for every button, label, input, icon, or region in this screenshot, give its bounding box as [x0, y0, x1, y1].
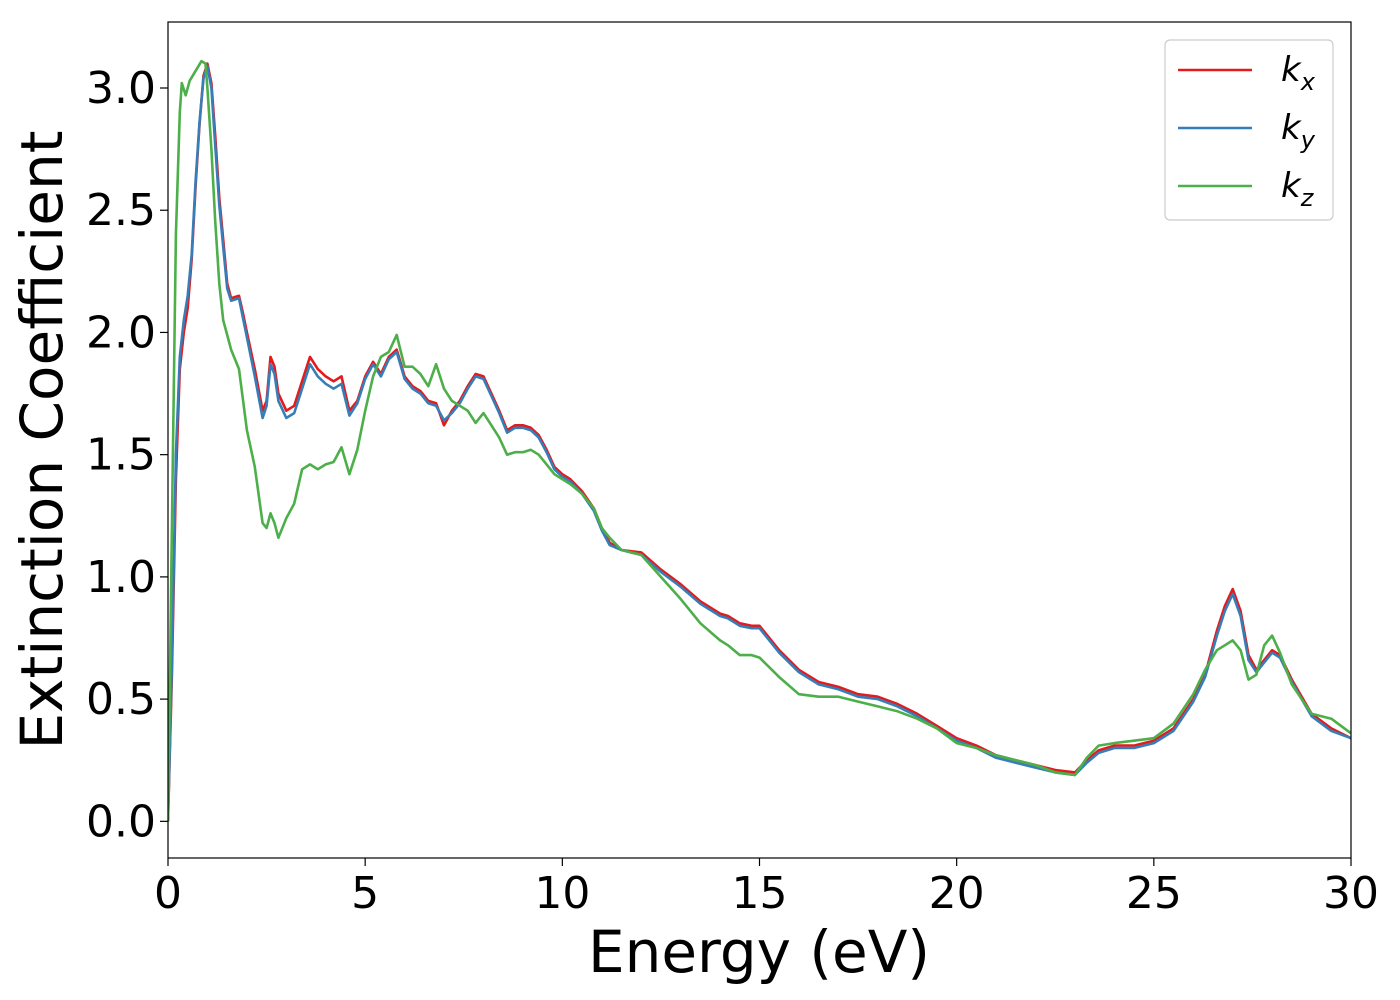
y-axis: 0.0 0.5 1.0 1.5 2.0 2.5 3.0 — [86, 63, 168, 847]
legend-label: ky — [1281, 108, 1316, 154]
y-tick-label: 0.0 — [86, 796, 156, 847]
y-tick-label: 1.0 — [86, 552, 156, 603]
legend-item-kx: kx — [1178, 50, 1316, 96]
legend-label-main: k — [1281, 50, 1302, 90]
y-axis-title: Extinction Coefficient — [8, 131, 76, 750]
legend-label: kx — [1281, 50, 1316, 96]
x-axis: 0 5 10 15 20 25 30 — [154, 858, 1379, 919]
y-tick-label: 2.0 — [86, 307, 156, 358]
x-tick-label: 25 — [1126, 868, 1182, 919]
series-lines — [168, 59, 1351, 822]
legend-item-kz: kz — [1178, 166, 1315, 212]
y-tick-label: 0.5 — [86, 674, 156, 725]
legend-item-ky: ky — [1178, 108, 1316, 154]
x-axis-title: Energy (eV) — [588, 918, 930, 986]
plot-background — [168, 22, 1351, 858]
legend-box — [1164, 39, 1334, 221]
series-line-ky — [168, 64, 1351, 822]
legend-label-subscript: y — [1300, 126, 1316, 154]
x-tick-label: 5 — [351, 868, 379, 919]
y-tick-label: 2.5 — [86, 185, 156, 236]
x-tick-label: 10 — [534, 868, 590, 919]
y-tick-label: 1.5 — [86, 430, 156, 481]
y-tick-label: 3.0 — [86, 63, 156, 114]
legend-label-main: k — [1281, 108, 1302, 148]
x-tick-label: 30 — [1323, 868, 1379, 919]
x-tick-label: 15 — [732, 868, 788, 919]
legend-label-subscript: x — [1300, 68, 1316, 96]
x-tick-label: 0 — [154, 868, 182, 919]
series-line-kz — [168, 59, 1351, 822]
x-tick-label: 20 — [929, 868, 985, 919]
legend-label-subscript: z — [1300, 184, 1315, 212]
legend-label-main: k — [1281, 166, 1302, 206]
legend-label: kz — [1281, 166, 1315, 212]
